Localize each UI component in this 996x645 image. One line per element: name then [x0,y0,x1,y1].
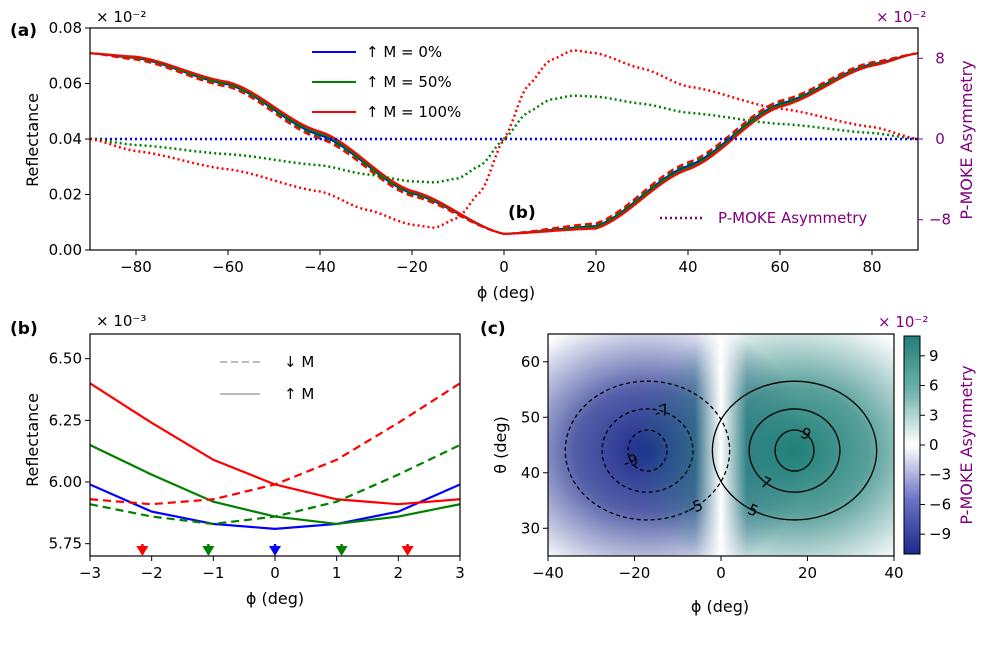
panel-b-legend: ↓ M ↑ M [220,353,314,403]
panel-b-x-label: ϕ (deg) [246,589,304,608]
panel-b-ytick-label-0: 5.75 [49,535,82,553]
panel-a-series-4 [90,52,918,235]
panel-b-series-4 [90,382,460,506]
panel-b-minimum-arrow-head-1 [202,546,215,556]
panel-b-frame [89,333,461,557]
panel-a-xtick-label-3: −20 [396,258,428,276]
colorbar-tick-label-1: −6 [929,495,951,513]
legend-label-m0: ↑ M = 0% [366,43,442,61]
panel-a-y2-label: P-MOKE Asymmetry [957,60,976,219]
panel-c-ytick-label-0: 30 [521,519,540,537]
panel-a: (a) × 10⁻² × 10⁻² 0.00 0.02 0.04 0.06 0.08 −… [10,8,976,302]
panel-c-ytick-label-1: 40 [521,464,540,482]
panel-a-xtick-label-4: 0 [499,258,509,276]
contour-label-1: -7 [652,400,672,422]
legend-label-m100: ↑ M = 100% [366,103,461,121]
panel-b-y-label: Reflectance [23,393,42,487]
colorbar-tick-label-2: −3 [929,466,951,484]
panel-a-xtick-label-8: 80 [862,258,881,276]
panel-c-letter: (c) [480,319,506,339]
panel-a-letter: (a) [10,21,37,41]
panel-b-minimum-arrow-head-3 [335,546,348,556]
panel-a-ytick-label-0: 0.00 [49,241,82,259]
panel-b-minimum-arrow-head-2 [269,546,281,556]
panel-a-xtick-label-6: 40 [678,258,697,276]
panel-b-ytick-label-3: 6.50 [49,350,82,368]
panel-b-xtick-label-2: −1 [202,564,224,582]
panel-c-xtick-label-4: 40 [884,564,903,582]
panel-c-x-label: ϕ (deg) [691,597,749,616]
colorbar-multiplier: × 10⁻² [878,313,928,331]
panel-a-asymmetry-2 [90,48,918,230]
colorbar [903,335,921,555]
panel-c-xtick-label-1: −20 [619,564,651,582]
colorbar-tick-label-0: −9 [929,525,951,543]
contour-pos-7 [748,408,841,493]
panel-b-xtick-label-1: −2 [141,564,163,582]
colorbar-tick-label-5: 6 [929,377,939,395]
panel-b-ytick-label-2: 6.25 [49,411,82,429]
panel-a-ytick-label-2: 0.04 [49,130,82,148]
panel-c-ytick-label-2: 50 [521,408,540,426]
panel-a-y2tick-label-2: 8 [935,49,945,67]
contour-pos-5 [711,380,878,521]
legend-label-up: ↑ M [284,385,314,403]
panel-a-y2tick-label-1: 0 [935,130,945,148]
contour-pos-9 [774,429,815,472]
contour-neg-5 [564,380,731,521]
panel-a-ytick-label-3: 0.06 [49,75,82,93]
panel-b: (b) × 10⁻³ 5.75 6.00 6.25 6.50 −3 −2 −1 0 1 2 3 R… [10,312,465,608]
contour-label-0: -9 [621,450,641,472]
panel-a-xtick-label-1: −60 [212,258,244,276]
panel-a-xtick-label-2: −40 [304,258,336,276]
colorbar-tick-label-6: 9 [929,347,939,365]
panel-a-y-label: Reflectance [23,93,42,187]
panel-b-xtick-label-3: 0 [270,564,280,582]
panel-a-x-label: ϕ (deg) [477,283,535,302]
panel-a-legend: ↑ M = 0% ↑ M = 50% ↑ M = 100% P-MOKE Asy… [312,43,867,227]
panel-a-xtick-label-0: −80 [120,258,152,276]
panel-b-ytick-label-1: 6.00 [49,473,82,491]
panel-a-y2-multiplier: × 10⁻² [876,8,926,26]
panel-a-ytick-label-4: 0.08 [49,19,82,37]
panel-a-xtick-label-5: 20 [586,258,605,276]
panel-b-xtick-label-0: −3 [79,564,101,582]
panel-b-series-2 [90,382,460,506]
panel-a-y2tick-label-0: −8 [929,211,951,229]
contour-neg-9 [627,429,668,472]
panel-a-annotation: (b) [508,203,536,223]
panel-a-series-1 [90,52,918,235]
legend-label-asymmetry: P-MOKE Asymmetry [718,209,867,227]
panel-c-y-label: θ (deg) [491,416,510,474]
panel-b-minimum-arrow-head-0 [136,546,149,556]
panel-b-minimum-arrow-head-4 [401,546,414,556]
panel-a-xtick-label-7: 60 [770,258,789,276]
heatmap-zero-band [695,334,747,556]
legend-label-m50: ↑ M = 50% [366,73,452,91]
panel-c-xtick-label-0: −40 [532,564,564,582]
panel-b-y-multiplier: × 10⁻³ [96,312,146,330]
panel-c-xtick-label-3: 20 [798,564,817,582]
panel-b-series-3 [90,444,460,526]
panel-a-y-multiplier: × 10⁻² [96,8,146,26]
panel-b-series-0 [90,483,460,530]
panel-c-ytick-label-3: 60 [521,353,540,371]
panel-b-xtick-label-6: 3 [455,564,465,582]
legend-label-down: ↓ M [284,353,314,371]
panel-c-xtick-label-2: 0 [716,564,726,582]
contour-neg-7 [601,408,694,493]
panel-b-xtick-label-4: 1 [332,564,342,582]
panel-a-ytick-label-1: 0.02 [49,186,82,204]
colorbar-tick-label-3: 0 [929,436,939,454]
panel-b-xtick-label-5: 2 [394,564,404,582]
contour-label-2: -5 [685,496,705,518]
colorbar-tick-label-4: 3 [929,406,939,424]
colorbar-label: P-MOKE Asymmetry [957,365,976,524]
panel-b-letter: (b) [10,319,38,339]
